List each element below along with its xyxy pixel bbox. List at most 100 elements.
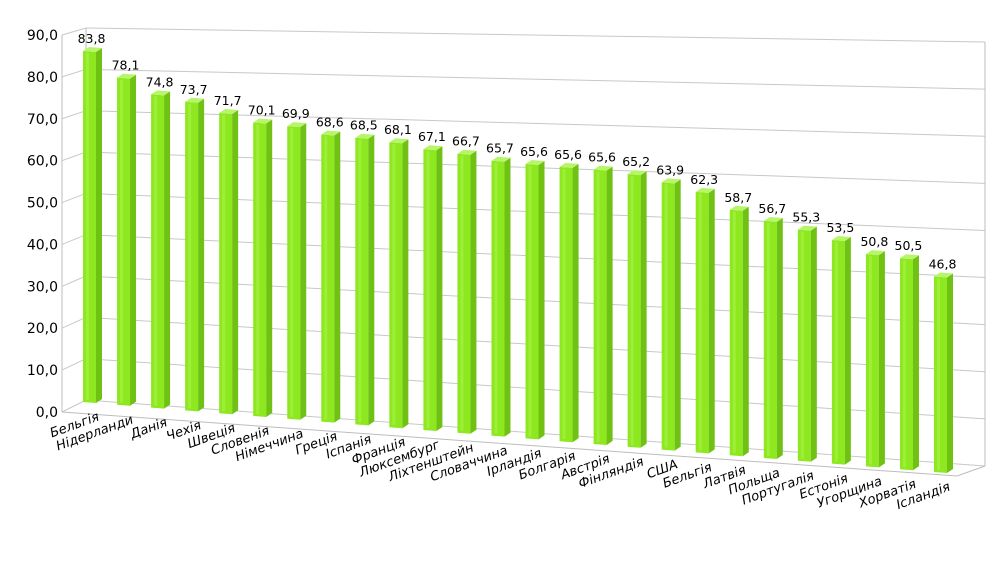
bar-top <box>831 236 851 242</box>
bar <box>627 170 647 448</box>
y-tick-label: 90,0 <box>27 28 58 44</box>
bar-side <box>708 188 715 454</box>
data-label: 67,1 <box>418 129 446 144</box>
bar <box>797 225 817 462</box>
bar-front <box>219 112 233 415</box>
y-tick-label: 50,0 <box>27 196 58 212</box>
bar-side <box>130 74 137 406</box>
grid-line-side <box>61 234 87 245</box>
bar-front <box>899 258 913 471</box>
bar-top <box>525 159 545 165</box>
floor-right-edge <box>956 465 986 477</box>
bar-highlight <box>834 242 838 462</box>
bar-highlight <box>120 79 124 403</box>
data-label: 74,8 <box>146 74 174 89</box>
bar-highlight <box>426 151 430 429</box>
bar-top <box>559 162 579 168</box>
data-label: 65,6 <box>588 150 616 165</box>
bar <box>593 165 613 445</box>
bar-highlight <box>596 171 600 442</box>
bar-front <box>355 137 369 426</box>
bar <box>729 205 749 457</box>
bar-side <box>334 131 341 423</box>
bar <box>559 162 579 443</box>
y-tick-label: 10,0 <box>27 363 58 379</box>
bar-highlight <box>324 136 328 420</box>
bar-side <box>844 237 851 465</box>
bar-side <box>504 157 511 437</box>
data-label: 68,6 <box>316 114 344 129</box>
bar <box>525 159 545 440</box>
floor-front-edge <box>61 411 958 477</box>
bar <box>865 250 885 468</box>
bar-front <box>491 160 505 437</box>
bar-highlight <box>664 184 668 448</box>
bar-top <box>899 254 919 260</box>
bar-side <box>402 139 409 429</box>
grid-line-side <box>61 358 87 371</box>
grid-line-side <box>61 192 87 204</box>
data-label: 53,5 <box>826 220 854 235</box>
data-label: 68,1 <box>384 122 412 137</box>
bars <box>83 46 953 473</box>
bar-top <box>763 216 783 222</box>
bar-side <box>96 47 102 404</box>
bar-highlight <box>902 260 906 468</box>
bar-top <box>457 149 477 155</box>
bar-front <box>865 254 879 468</box>
grid-line-side <box>61 151 87 162</box>
grid-line-side <box>61 316 87 329</box>
bar <box>457 149 477 434</box>
y-tick-label: 30,0 <box>27 279 58 295</box>
bar <box>695 187 715 454</box>
bar-highlight <box>188 103 192 409</box>
bar <box>763 216 783 459</box>
data-labels: 83,8 78,1 74,8 73,7 71,7 70,1 69,9 68,6 68,5 68,1… <box>78 31 957 272</box>
bar-highlight <box>290 128 294 417</box>
data-label: 69,9 <box>282 106 310 121</box>
bar-front <box>525 163 539 440</box>
bar-front <box>695 191 709 454</box>
bar-top <box>83 46 102 52</box>
bar-front <box>831 240 845 465</box>
bar <box>321 130 341 423</box>
bar-top <box>287 122 307 128</box>
bar-highlight <box>222 114 226 412</box>
bar-front <box>934 276 947 473</box>
bar-front <box>661 182 675 451</box>
bar-top <box>355 133 375 139</box>
bar <box>491 156 511 437</box>
bar-front <box>423 149 437 431</box>
y-tick-label: 60,0 <box>27 154 58 170</box>
data-label: 70,1 <box>248 103 276 118</box>
bar-top <box>321 130 341 136</box>
grid-line <box>85 27 986 43</box>
bar-top <box>219 108 239 114</box>
data-label: 83,8 <box>78 31 106 46</box>
bar-front <box>185 101 199 412</box>
bar-side <box>368 134 375 426</box>
bar <box>287 122 307 420</box>
bar-highlight <box>256 124 260 415</box>
y-axis-ticks: 0,0 10,0 20,0 30,0 40,0 50,0 60,0 70,0 80,0 90,0 <box>27 28 58 421</box>
bar-side <box>810 226 817 462</box>
bar <box>389 138 409 429</box>
grid-line-side <box>61 68 87 78</box>
bar-highlight <box>800 231 804 459</box>
data-label: 68,5 <box>350 118 378 133</box>
bar-highlight <box>528 165 532 437</box>
bar-side <box>538 160 545 440</box>
bar-top <box>185 97 205 103</box>
bar <box>151 90 171 409</box>
data-label: 55,3 <box>792 210 820 225</box>
data-label: 73,7 <box>180 82 208 97</box>
bar-front <box>797 229 811 462</box>
grid-line-side <box>61 27 87 36</box>
bar-front <box>627 174 641 448</box>
bar-side <box>572 163 579 443</box>
bar <box>117 73 137 406</box>
grid-line-side <box>61 110 87 120</box>
grid-line <box>85 68 986 90</box>
bar-highlight <box>937 278 940 470</box>
